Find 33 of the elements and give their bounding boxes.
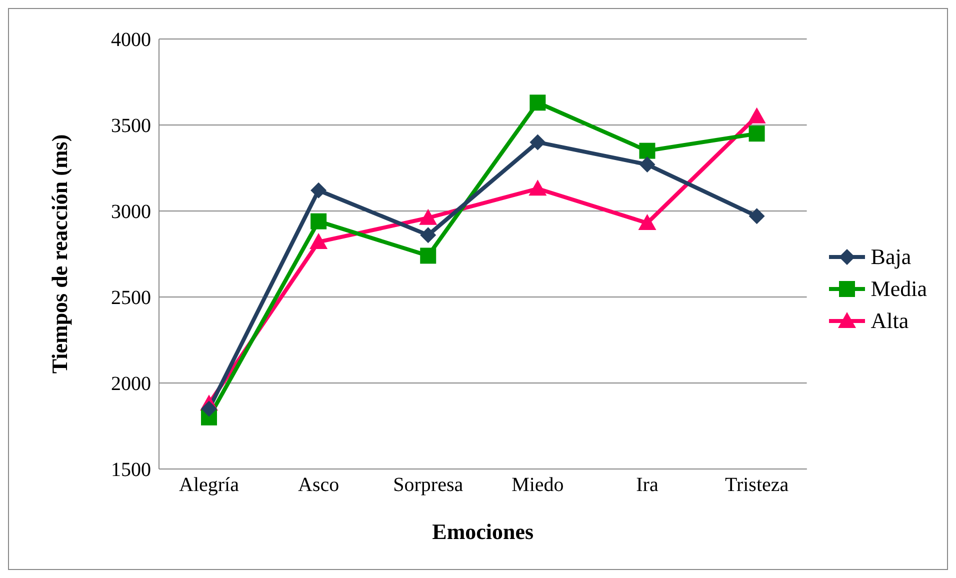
- y-tick-label: 2000: [111, 373, 151, 396]
- y-tick-label: 3000: [111, 201, 151, 224]
- point: [639, 142, 656, 159]
- point: [639, 156, 656, 173]
- legend-label: Alta: [870, 308, 909, 334]
- legend-label: Baja: [870, 244, 912, 270]
- point: [201, 400, 217, 417]
- x-tick-label: Tristeza: [724, 474, 789, 496]
- point: [419, 208, 438, 225]
- x-tick-label: Sorpresa: [393, 474, 464, 496]
- y-tick-label: 4000: [111, 29, 151, 52]
- point: [528, 180, 547, 196]
- y-tick-label: 3500: [111, 115, 151, 138]
- point: [420, 227, 436, 244]
- x-tick-label: Alegría: [179, 474, 240, 496]
- y-tick-label: 2500: [111, 287, 151, 310]
- point: [638, 214, 656, 230]
- x-tick-label: Miedo: [512, 474, 564, 496]
- point: [530, 134, 546, 150]
- point: [748, 126, 765, 142]
- point: [748, 107, 766, 124]
- y-tick-label: 1500: [111, 459, 151, 482]
- point: [310, 213, 327, 230]
- point: [748, 208, 765, 224]
- point: [530, 94, 546, 111]
- x-axis-title: Emociones: [432, 519, 534, 544]
- point: [420, 248, 436, 264]
- point: [310, 232, 328, 249]
- x-tick-label: Asco: [298, 474, 340, 496]
- point: [310, 182, 327, 198]
- x-tick-label: Ira: [636, 474, 658, 496]
- y-axis-title: Tiempos de reacción (ms): [46, 134, 72, 374]
- legend-label: Media: [870, 276, 927, 302]
